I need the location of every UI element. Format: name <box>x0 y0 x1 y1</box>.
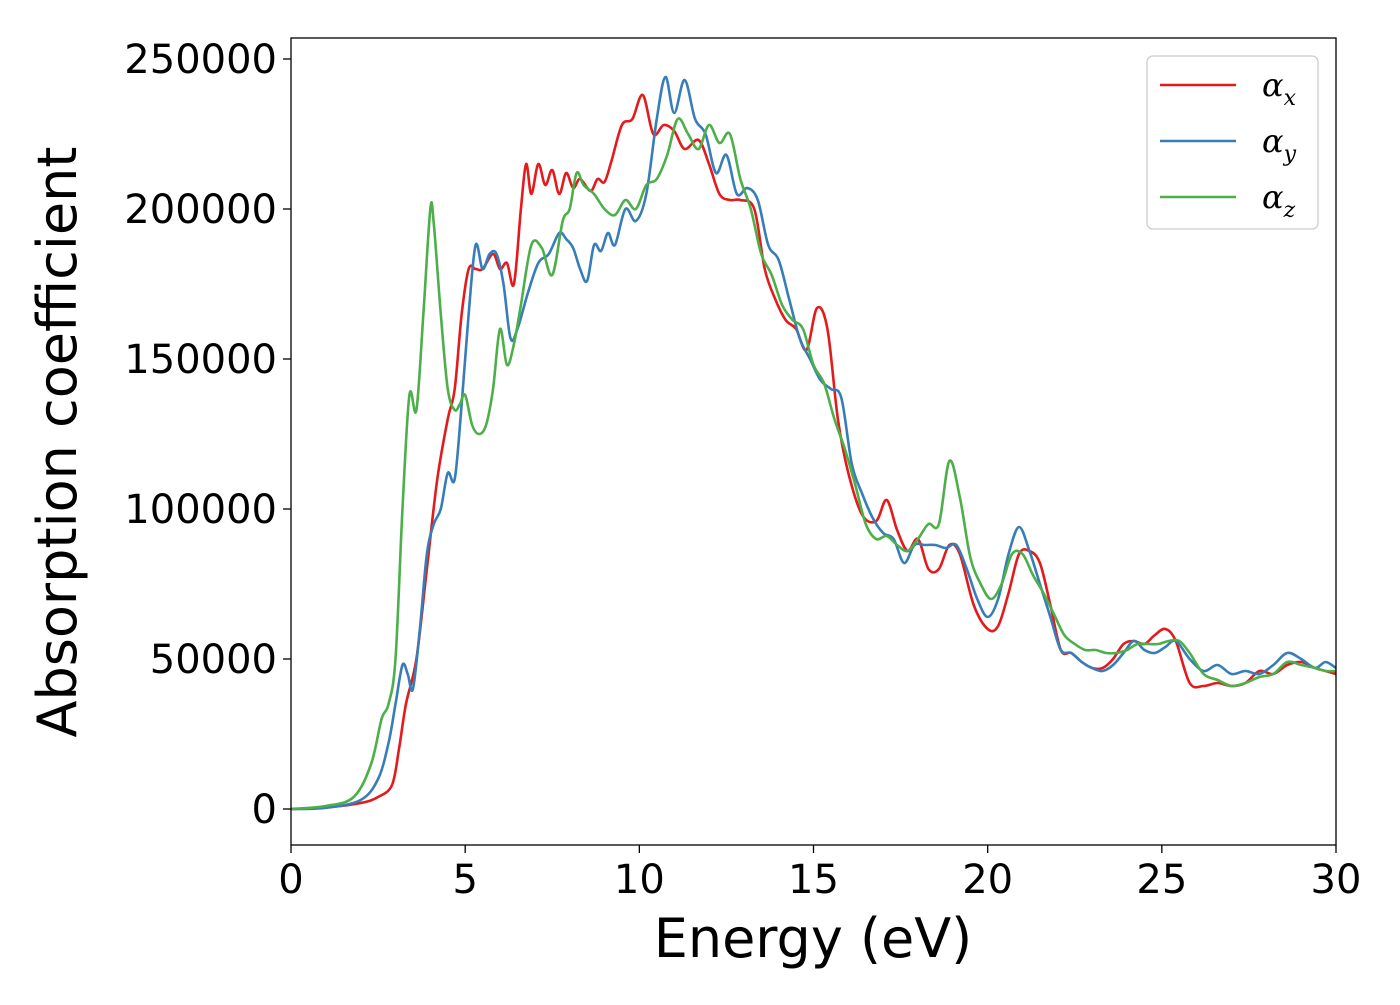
x-tick-label: 0 <box>278 857 303 903</box>
series-layer <box>290 75 1337 811</box>
series-line-y <box>290 75 1337 811</box>
y-tick-label: 0 <box>252 787 277 833</box>
y-axis: 0 50000 100000 150000 200000 250000 <box>124 37 291 833</box>
legend-label-base: α <box>1262 178 1284 216</box>
legend-label-z: αz <box>1262 178 1296 223</box>
y-tick-label: 200000 <box>124 187 277 233</box>
legend-label-base: α <box>1262 66 1284 104</box>
y-tick-label: 50000 <box>150 637 277 683</box>
x-axis: 0 5 10 15 20 25 30 <box>278 845 1361 903</box>
series-line-z <box>290 117 1337 811</box>
legend-label-x: αx <box>1262 66 1297 111</box>
x-axis-title: Energy (eV) <box>654 907 973 970</box>
x-tick-label: 10 <box>614 857 665 903</box>
legend-label-subscript: x <box>1284 86 1297 111</box>
x-tick-label: 5 <box>452 857 477 903</box>
y-tick-label: 150000 <box>124 337 277 383</box>
y-tick-label: 100000 <box>124 487 277 533</box>
legend-label-subscript: z <box>1283 198 1296 223</box>
x-tick-label: 30 <box>1311 857 1362 903</box>
y-axis-title: Absorption coefficient <box>26 147 89 738</box>
legend-label-y: αy <box>1262 122 1297 167</box>
x-tick-label: 25 <box>1136 857 1187 903</box>
x-tick-label: 20 <box>962 857 1013 903</box>
legend-box <box>1146 55 1319 230</box>
x-tick-label: 15 <box>788 857 839 903</box>
legend-label-subscript: y <box>1283 142 1297 167</box>
legend-label-base: α <box>1262 122 1284 160</box>
y-tick-label: 250000 <box>124 37 277 83</box>
